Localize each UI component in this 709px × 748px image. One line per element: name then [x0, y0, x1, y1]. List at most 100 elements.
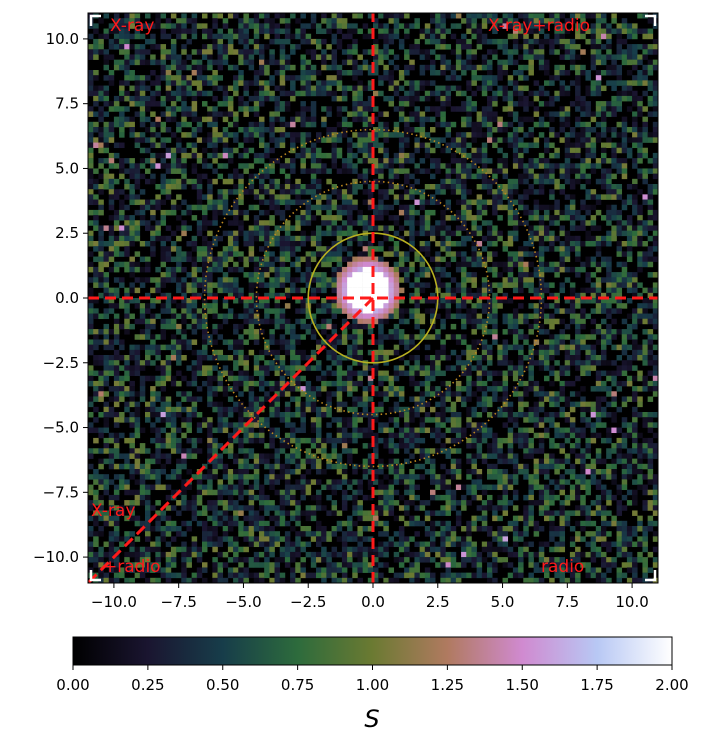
heatmap-cell — [88, 412, 94, 418]
heatmap-cell — [367, 220, 374, 226]
heatmap-cell — [103, 308, 110, 314]
heatmap-cell — [295, 178, 301, 185]
heatmap-cell — [113, 546, 120, 553]
heatmap-cell — [279, 463, 286, 470]
heatmap-cell — [305, 380, 312, 387]
heatmap-cell — [430, 235, 436, 242]
heatmap-cell — [290, 334, 296, 340]
heatmap-cell — [108, 28, 115, 35]
heatmap-cell — [217, 349, 224, 356]
heatmap-cell — [404, 541, 410, 548]
heatmap-cell — [253, 132, 260, 138]
heatmap-cell — [383, 163, 389, 169]
heatmap-cell — [378, 422, 384, 428]
heatmap-cell — [93, 386, 99, 392]
heatmap-cell — [165, 95, 172, 102]
heatmap-cell — [362, 370, 369, 377]
heatmap-cell — [176, 95, 182, 102]
heatmap-cell — [264, 443, 270, 449]
heatmap-cell — [113, 189, 120, 195]
heatmap-cell — [336, 479, 343, 485]
heatmap-cell — [290, 85, 296, 92]
heatmap-cell — [284, 520, 291, 527]
heatmap-cell — [134, 489, 141, 496]
heatmap-cell — [113, 370, 120, 377]
heatmap-cell — [347, 204, 353, 211]
heatmap-cell — [217, 111, 224, 117]
heatmap-cell — [212, 474, 218, 480]
heatmap-cell — [388, 101, 395, 107]
heatmap-cell — [357, 209, 363, 216]
heatmap-cell — [305, 59, 312, 66]
heatmap-cell — [419, 334, 426, 340]
heatmap-cell — [93, 329, 99, 335]
heatmap-cell — [393, 448, 400, 454]
heatmap-cell — [316, 572, 322, 579]
heatmap-cell — [383, 70, 389, 76]
heatmap-cell — [367, 272, 374, 278]
heatmap-cell — [150, 95, 156, 102]
heatmap-cell — [103, 551, 110, 558]
heatmap-cell — [264, 282, 270, 288]
heatmap-cell — [331, 142, 338, 149]
heatmap-cell — [170, 184, 177, 190]
heatmap-cell — [362, 463, 369, 470]
heatmap-cell — [145, 241, 151, 247]
heatmap-cell — [419, 557, 426, 563]
heatmap-cell — [181, 551, 187, 558]
heatmap-cell — [424, 453, 431, 459]
heatmap-cell — [279, 313, 286, 320]
heatmap-cell — [160, 380, 167, 387]
heatmap-cell — [202, 116, 208, 123]
heatmap-cell — [409, 64, 415, 71]
heatmap-cell — [450, 505, 457, 511]
heatmap-cell — [119, 323, 125, 330]
heatmap-cell — [388, 215, 395, 221]
heatmap-cell — [274, 256, 281, 263]
heatmap-cell — [331, 344, 338, 351]
heatmap-cell — [352, 551, 358, 558]
heatmap-cell — [186, 204, 192, 211]
heatmap-cell — [326, 437, 332, 444]
heatmap-cell — [352, 546, 358, 553]
heatmap-cell — [212, 298, 218, 304]
heatmap-cell — [233, 184, 239, 190]
heatmap-cell — [129, 515, 135, 522]
heatmap-cell — [108, 494, 115, 501]
heatmap-cell — [186, 546, 192, 553]
heatmap-cell — [404, 339, 410, 345]
heatmap-cell — [445, 406, 452, 413]
heatmap-cell — [155, 142, 161, 149]
heatmap-cell — [388, 469, 395, 475]
heatmap-cell — [103, 28, 110, 35]
heatmap-cell — [202, 28, 208, 35]
heatmap-cell — [170, 28, 177, 35]
heatmap-cell — [181, 557, 187, 563]
heatmap-cell — [93, 277, 99, 283]
heatmap-cell — [222, 90, 229, 97]
heatmap-cell — [295, 184, 301, 190]
heatmap-cell — [310, 101, 317, 107]
heatmap-cell — [284, 225, 291, 231]
heatmap-cell — [108, 199, 115, 206]
heatmap-cell — [347, 184, 353, 190]
heatmap-cell — [227, 251, 234, 257]
heatmap-cell — [88, 551, 94, 558]
heatmap-cell — [103, 344, 110, 351]
heatmap-cell — [243, 489, 249, 496]
heatmap-cell — [352, 536, 358, 542]
heatmap-cell — [181, 567, 187, 573]
heatmap-cell — [259, 541, 265, 548]
heatmap-cell — [113, 241, 120, 247]
heatmap-cell — [305, 272, 312, 278]
heatmap-cell — [331, 189, 338, 195]
heatmap-cell — [419, 318, 426, 325]
heatmap-cell — [347, 147, 353, 154]
heatmap-cell — [264, 64, 270, 71]
heatmap-cell — [165, 85, 172, 92]
heatmap-cell — [326, 230, 332, 237]
heatmap-cell — [383, 111, 389, 117]
heatmap-cell — [176, 370, 182, 377]
heatmap-cell — [108, 557, 115, 563]
heatmap-cell — [243, 386, 249, 392]
